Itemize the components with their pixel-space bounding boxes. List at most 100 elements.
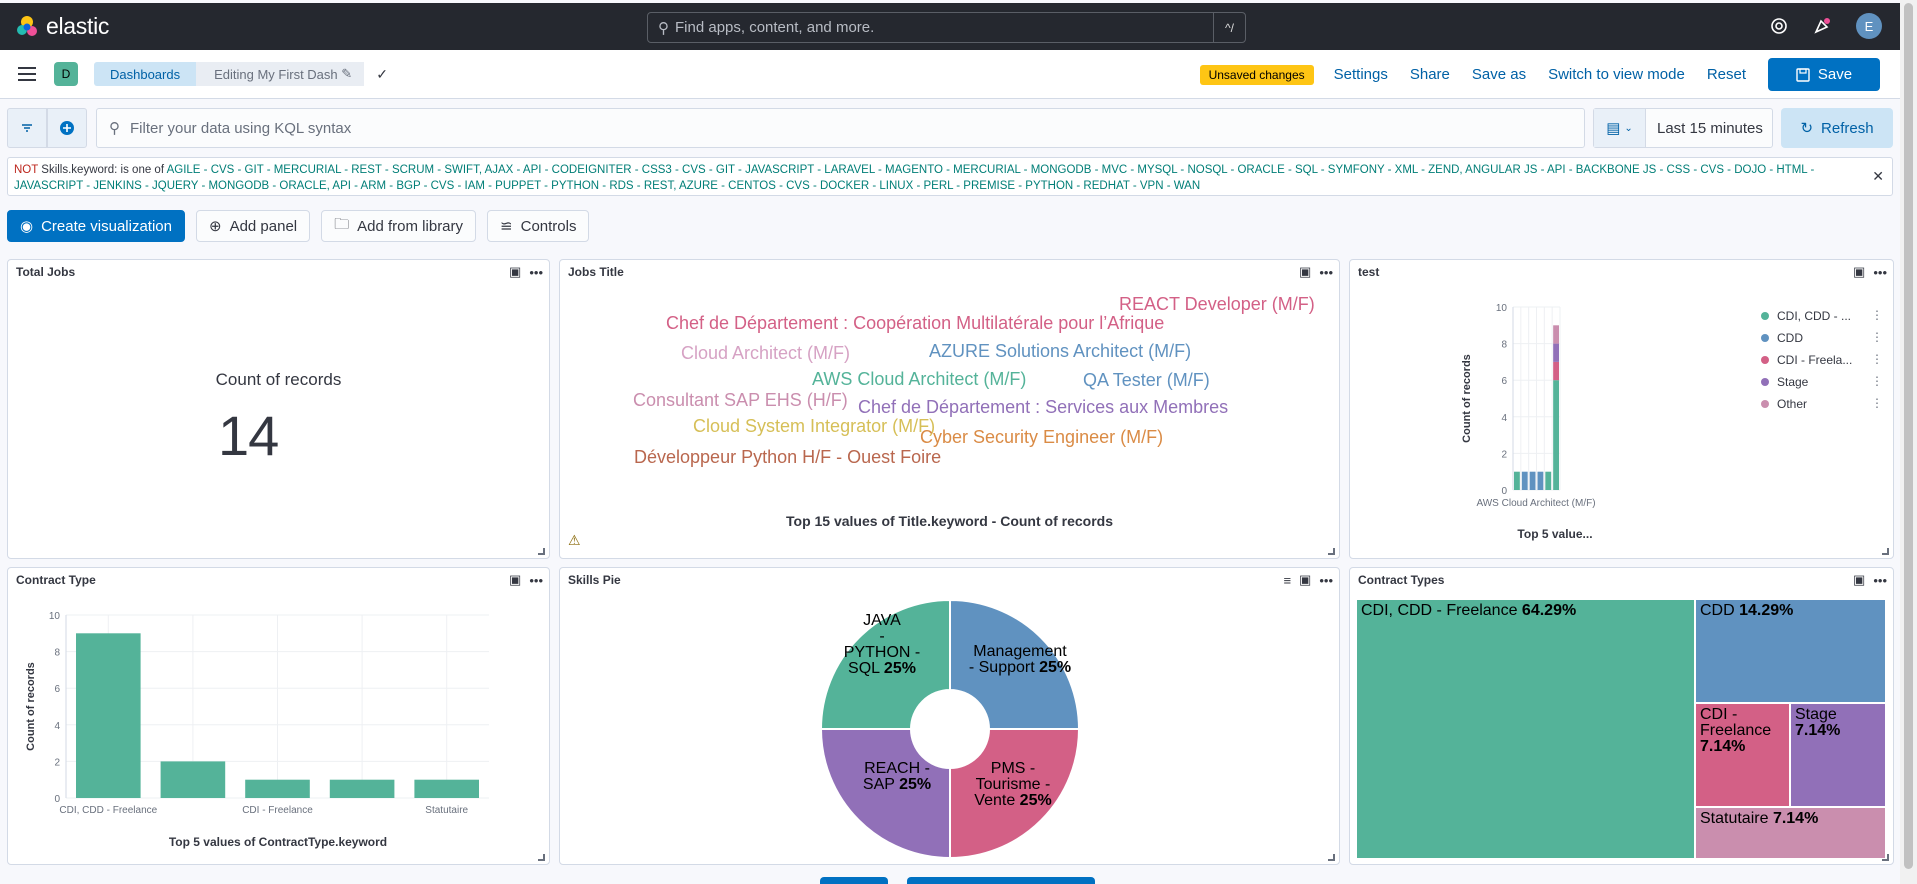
resize-handle[interactable] [1328,548,1335,555]
date-picker[interactable]: ▤ ⌄ Last 15 minutes [1593,108,1773,148]
y-tick-label: 0 [54,794,60,805]
calendar-icon[interactable]: ▤ ⌄ [1594,109,1646,147]
dashboard-toolbar: ◉ Create visualization ⊕ Add panel 🗀 Add fr… [7,210,590,242]
bar [329,779,395,798]
user-avatar[interactable]: E [1856,13,1882,39]
share-link[interactable]: Share [1409,66,1450,83]
treemap-cell[interactable]: Statutaire 7.14% [1696,808,1885,858]
inspect-icon[interactable]: ▣ [1853,572,1866,587]
legend-item[interactable]: CDD ⋮ [1761,331,1883,345]
switch-view-mode-link[interactable]: Switch to view mode [1548,66,1685,83]
settings-link[interactable]: Settings [1333,66,1388,83]
controls-button[interactable]: ≌ Controls [487,210,590,242]
word-cloud-word[interactable]: AWS Cloud Architect (M/F) [812,369,1027,389]
legend-item[interactable]: Stage ⋮ [1761,375,1883,389]
legend-label: CDD [1777,331,1803,345]
treemap: CDI, CDD - Freelance 64.29% CDD 14.29% CDI… [1357,600,1885,858]
app-header: D Dashboards Editing My First Dash ✎ ✓ U… [0,50,1900,99]
create-visualization-button[interactable]: ◉ Create visualization [7,210,185,242]
save-button[interactable]: Save [1768,58,1880,91]
legend-item[interactable]: Other ⋮ [1761,397,1883,411]
save-icon [1796,67,1810,82]
chart-caption: Top 5 values of ContractType.keyword [169,835,387,849]
y-tick-label: 6 [1501,376,1507,387]
word-cloud-word[interactable]: Cloud System Integrator (M/F) [693,416,936,436]
legend-menu-icon[interactable]: ⋮ [1871,330,1883,344]
reset-link[interactable]: Reset [1706,66,1746,83]
resize-handle[interactable] [538,548,545,555]
treemap-cell[interactable]: CDI - Freelance 7.14% [1696,704,1789,806]
time-range-label[interactable]: Last 15 minutes [1657,119,1763,137]
scrollbar-thumb[interactable] [1904,3,1913,869]
elastic-logo[interactable]: elastic [15,13,109,40]
legend-menu-icon[interactable]: ⋮ [1871,396,1883,410]
add-filter-button[interactable] [47,108,87,148]
bottom-button[interactable] [907,877,1095,884]
resize-handle[interactable] [1882,854,1889,861]
panel-title: Jobs Title [568,265,624,279]
panel-options-icon[interactable]: ••• [1319,572,1333,588]
y-tick-label: 0 [1501,486,1507,497]
legend-menu-icon[interactable]: ⋮ [1871,374,1883,388]
y-tick-label: 8 [1501,340,1507,351]
filter-pill[interactable]: NOT Skills.keyword: is one of AGILE - CV… [7,157,1893,196]
word-cloud-word[interactable]: Chef de Département : Services aux Membr… [858,397,1229,417]
legend-menu-icon[interactable]: ⋮ [1871,352,1883,366]
panel-options-icon[interactable]: ••• [529,572,543,588]
pie-slice-label: Management - Support 25% [969,643,1071,676]
word-cloud-word[interactable]: Consultant SAP EHS (H/F) [633,390,848,410]
inspect-icon[interactable]: ▣ [1853,264,1866,279]
word-cloud-word[interactable]: Développeur Python H/F - Ouest Foire [634,447,942,467]
inspect-icon[interactable]: ▣ [509,264,522,279]
word-cloud-word[interactable]: REACT Developer (M/F) [1119,294,1315,314]
treemap-cell[interactable]: CDI, CDD - Freelance 64.29% [1357,600,1694,858]
add-panel-button[interactable]: ⊕ Add panel [196,210,311,242]
panel-options-icon[interactable]: ••• [529,264,543,280]
legend-menu-icon[interactable]: ⋮ [1871,308,1883,322]
save-label: Save [1817,66,1853,83]
refresh-button[interactable]: ↻ Refresh [1781,108,1893,148]
panel-options-icon[interactable]: ••• [1873,572,1887,588]
space-avatar[interactable]: D [54,62,78,86]
filter-icon[interactable]: ≡ [1283,572,1292,588]
panel-skills-pie: Skills Pie ≡ ▣ ••• Management - Support 25%… [559,567,1340,865]
inspect-icon[interactable]: ▣ [509,572,522,587]
word-cloud-word[interactable]: Cyber Security Engineer (M/F) [920,427,1164,447]
inspect-icon[interactable]: ▣ [1299,572,1312,587]
resize-handle[interactable] [1328,854,1335,861]
menu-icon[interactable] [18,63,36,85]
resize-handle[interactable] [1882,548,1889,555]
refresh-icon: ↻ [1800,120,1814,137]
inspect-icon[interactable]: ▣ [1299,264,1312,279]
warning-icon[interactable]: ⚠ [568,532,581,548]
elastic-logo-text: elastic [46,13,110,39]
bar [1521,471,1528,490]
legend-item[interactable]: CDI, CDD - ... ⋮ [1761,309,1883,323]
kql-search-input[interactable]: ⚲ Filter your data using KQL syntax [96,108,1585,148]
legend-item[interactable]: CDI - Freela... ⋮ [1761,353,1883,367]
treemap-cell[interactable]: Stage 7.14% [1791,704,1885,806]
treemap-cell[interactable]: CDD 14.29% [1696,600,1885,702]
word-cloud-word[interactable]: QA Tester (M/F) [1083,370,1210,390]
word-cloud-word[interactable]: Chef de Département : Coopération Multil… [666,313,1165,333]
panel-options-icon[interactable]: ••• [1319,264,1333,280]
bar [1545,471,1552,490]
save-as-link[interactable]: Save as [1471,66,1527,83]
global-search-input[interactable]: ⚲ Find apps, content, and more. ^/ [647,12,1246,43]
word-cloud-word[interactable]: AZURE Solutions Architect (M/F) [929,341,1192,361]
close-icon[interactable]: ✕ [1872,168,1884,184]
check-icon[interactable]: ✓ [376,65,388,82]
resize-handle[interactable] [538,854,545,861]
breadcrumb-dashboards[interactable]: Dashboards [94,62,197,86]
scrollbar[interactable] [1900,0,1917,884]
newsfeed-icon[interactable] [1812,16,1832,36]
breadcrumb-current[interactable]: Editing My First Dash ✎ [196,62,365,86]
panel-options-icon[interactable]: ••• [1873,264,1887,280]
add-from-library-button[interactable]: 🗀 Add from library [321,210,477,242]
pie-slice [819,728,951,858]
filter-menu-button[interactable] [7,108,47,148]
global-search-placeholder: Find apps, content, and more. [675,19,875,36]
word-cloud-word[interactable]: Cloud Architect (M/F) [681,343,851,363]
bottom-button[interactable] [820,877,888,884]
help-icon[interactable] [1770,17,1788,35]
